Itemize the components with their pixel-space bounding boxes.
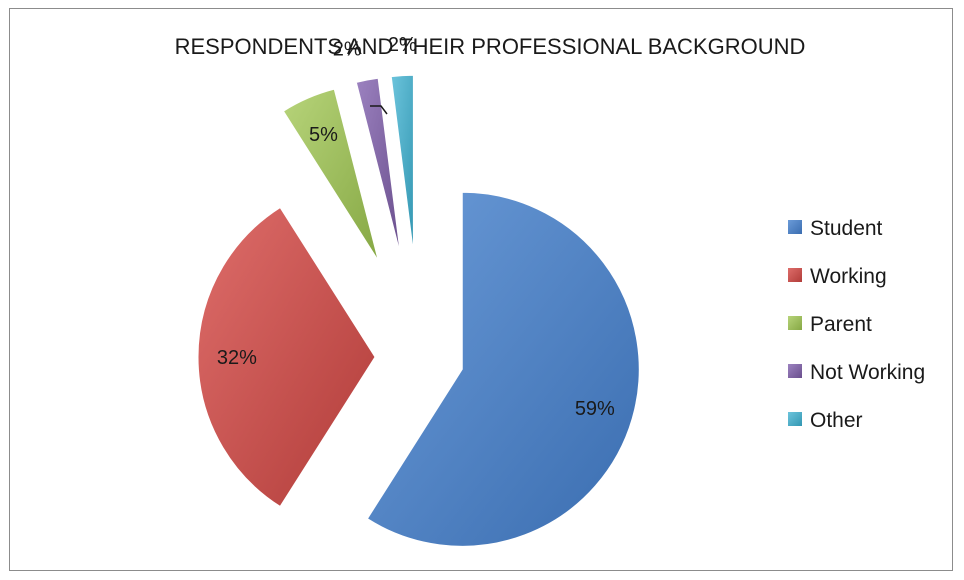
pie-slice-parent <box>282 88 379 261</box>
legend-label-not-working: Not Working <box>810 361 925 384</box>
legend: Student Working Parent Not Working Other <box>788 217 925 432</box>
legend-swatch-not-working <box>788 364 802 378</box>
legend-label-working: Working <box>810 265 887 288</box>
legend-label-parent: Parent <box>810 313 872 336</box>
data-label-other: 2% <box>388 34 417 56</box>
pie-slice-student <box>366 191 640 547</box>
pie-slice-not-working <box>355 77 401 254</box>
data-label-working: 32% <box>217 347 257 369</box>
pie-slice-working <box>197 206 376 508</box>
legend-label-student: Student <box>810 217 883 240</box>
legend-swatch-other <box>788 412 802 426</box>
data-label-parent: 5% <box>309 124 338 146</box>
legend-swatch-student <box>788 220 802 234</box>
chart-title: RESPONDENTS AND THEIR PROFESSIONAL BACKG… <box>175 34 806 59</box>
data-label-student: 59% <box>575 398 615 420</box>
leader-line <box>370 105 388 115</box>
legend-label-other: Other <box>810 409 863 432</box>
data-labels: 59% 32% 5% 2% 2% <box>217 34 615 420</box>
data-label-not-working: 2% <box>333 39 362 61</box>
pie-slice-other <box>390 74 414 253</box>
legend-swatch-parent <box>788 316 802 330</box>
pie-slices <box>197 74 640 547</box>
legend-swatch-working <box>788 268 802 282</box>
